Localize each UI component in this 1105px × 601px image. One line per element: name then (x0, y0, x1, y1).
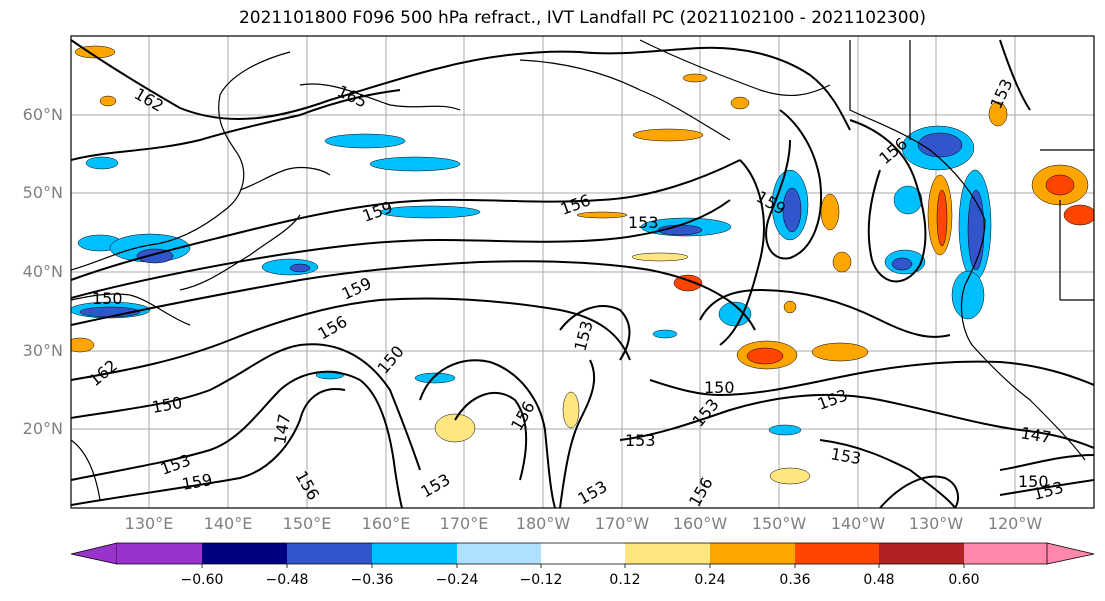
lon-label: 160°E (361, 514, 411, 533)
lat-label: 20°N (22, 419, 63, 438)
lon-label: 140°W (830, 514, 886, 533)
shaded-patches (71, 45, 1094, 485)
contour-label: 150 (92, 289, 123, 308)
contour-label: 150 (1018, 472, 1049, 491)
lon-label: 150°W (751, 514, 807, 533)
colorbar-tick-label: −0.36 (350, 572, 394, 588)
colorbar-tick-label: 0.36 (779, 572, 811, 588)
colorbar-tick-label: 0.48 (863, 572, 895, 588)
lon-label: 130°W (908, 514, 964, 533)
lon-label: 180°W (515, 514, 571, 533)
colorbar-segment (710, 543, 795, 564)
lon-label: 140°E (203, 514, 253, 533)
colorbar (70, 542, 1095, 568)
colorbar-tick-label: −0.12 (519, 572, 563, 588)
lon-label: 170°W (594, 514, 650, 533)
colorbar-segment (372, 543, 457, 564)
colorbar-tick-label: −0.60 (180, 572, 224, 588)
lon-label: 170°E (439, 514, 489, 533)
lat-label: 30°N (22, 341, 63, 360)
contour-lines (71, 39, 1094, 508)
colorbar-segment (70, 542, 118, 565)
colorbar-segment (202, 543, 287, 564)
grid-lines (71, 36, 1094, 508)
map-border (70, 35, 1095, 509)
lon-label: 160°W (672, 514, 728, 533)
colorbar-tick-label: −0.48 (265, 572, 309, 588)
lat-label: 40°N (22, 262, 63, 281)
colorbar-segment (541, 543, 625, 564)
colorbar-segment (879, 543, 964, 564)
colorbar-tick-label: −0.24 (435, 572, 479, 588)
colorbar-segment (795, 543, 879, 564)
contour-label: 153 (628, 213, 659, 232)
contour-label: 150 (704, 378, 735, 397)
lon-label: 120°W (987, 514, 1043, 533)
lat-label: 60°N (22, 105, 63, 124)
coastlines (71, 39, 1094, 501)
colorbar-segment (625, 543, 710, 564)
lon-label: 150°E (282, 514, 332, 533)
colorbar-segment (117, 543, 202, 564)
colorbar-tick-label: 0.60 (948, 572, 980, 588)
colorbar-segment (964, 543, 1047, 564)
lat-label: 50°N (22, 183, 63, 202)
colorbar-segment (457, 543, 541, 564)
colorbar-segment (287, 543, 372, 564)
colorbar-segment (1046, 542, 1095, 565)
colorbar-tick-label: 0.12 (609, 572, 641, 588)
map-title: 2021101800 F096 500 hPa refract., IVT La… (238, 8, 926, 28)
contour-label: 153 (625, 431, 656, 450)
lon-label: 130°E (124, 514, 174, 533)
colorbar-tick-label: 0.24 (694, 572, 726, 588)
